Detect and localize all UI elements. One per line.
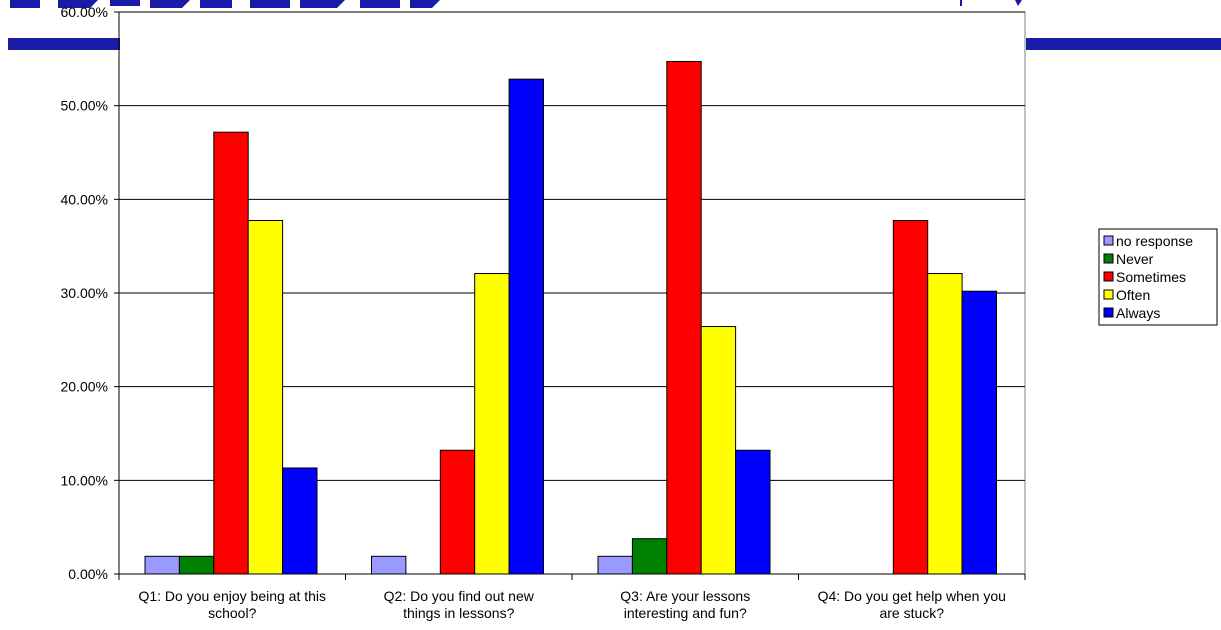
bar-never [178,555,215,575]
category-labels: Q1: Do you enjoy being at this school? Q2:… [138,588,1005,621]
y-tick-label: 50.00% [61,98,108,114]
legend-label: Often [1116,287,1150,303]
bar-sometimes [439,449,476,575]
legend-label: Always [1116,305,1160,321]
slide-title-fragment [10,0,440,8]
slide-header-band-left [8,38,120,50]
legend-swatch [1103,289,1114,300]
legend-label: no response [1116,233,1193,249]
category-label: Q3: Are your lessons interesting and fun? [620,588,750,621]
y-tick-label: 30.00% [61,285,108,301]
bar-never [631,538,668,575]
y-tick-labels: 0.00% 10.00% 20.00% 30.00% 40.00% 50.00% 60.00… [61,4,108,582]
legend-swatch [1103,235,1114,246]
legend-label: Never [1116,251,1154,267]
slide-title-bracket [960,0,1022,6]
bar-sometimes [666,60,702,575]
slide-header-band-right [1026,38,1221,50]
bar-no-response [371,555,407,575]
bar-often [247,220,284,575]
legend: no response Never Sometimes Often Always [1098,228,1218,326]
legend-swatch [1103,271,1114,282]
bars [144,60,997,575]
bar-sometimes [213,131,249,575]
category-label: Q4: Do you get help when you are stuck? [818,588,1006,621]
bar-sometimes [892,220,929,575]
bar-often [927,273,963,575]
category-label: Q2: Do you find out new things in lessons… [384,588,535,621]
category-label: Q1: Do you enjoy being at this school? [138,588,326,621]
y-tick-label: 0.00% [68,566,108,582]
legend-swatch [1103,307,1114,318]
bar-no-response [597,555,633,575]
y-tick-label: 10.00% [61,472,108,488]
bar-always [282,467,318,575]
legend-box [1098,228,1218,326]
bar-no-response [144,555,180,575]
bar-always [508,78,545,575]
axes [114,11,1026,580]
y-tick-label: 20.00% [61,379,108,395]
bar-often [474,273,510,575]
bar-always [961,290,997,575]
legend-label: Sometimes [1116,269,1186,285]
legend-swatch [1103,253,1114,264]
bar-often [700,326,737,575]
bar-always [735,449,771,575]
y-tick-label: 60.00% [61,4,108,20]
y-tick-label: 40.00% [61,191,108,207]
